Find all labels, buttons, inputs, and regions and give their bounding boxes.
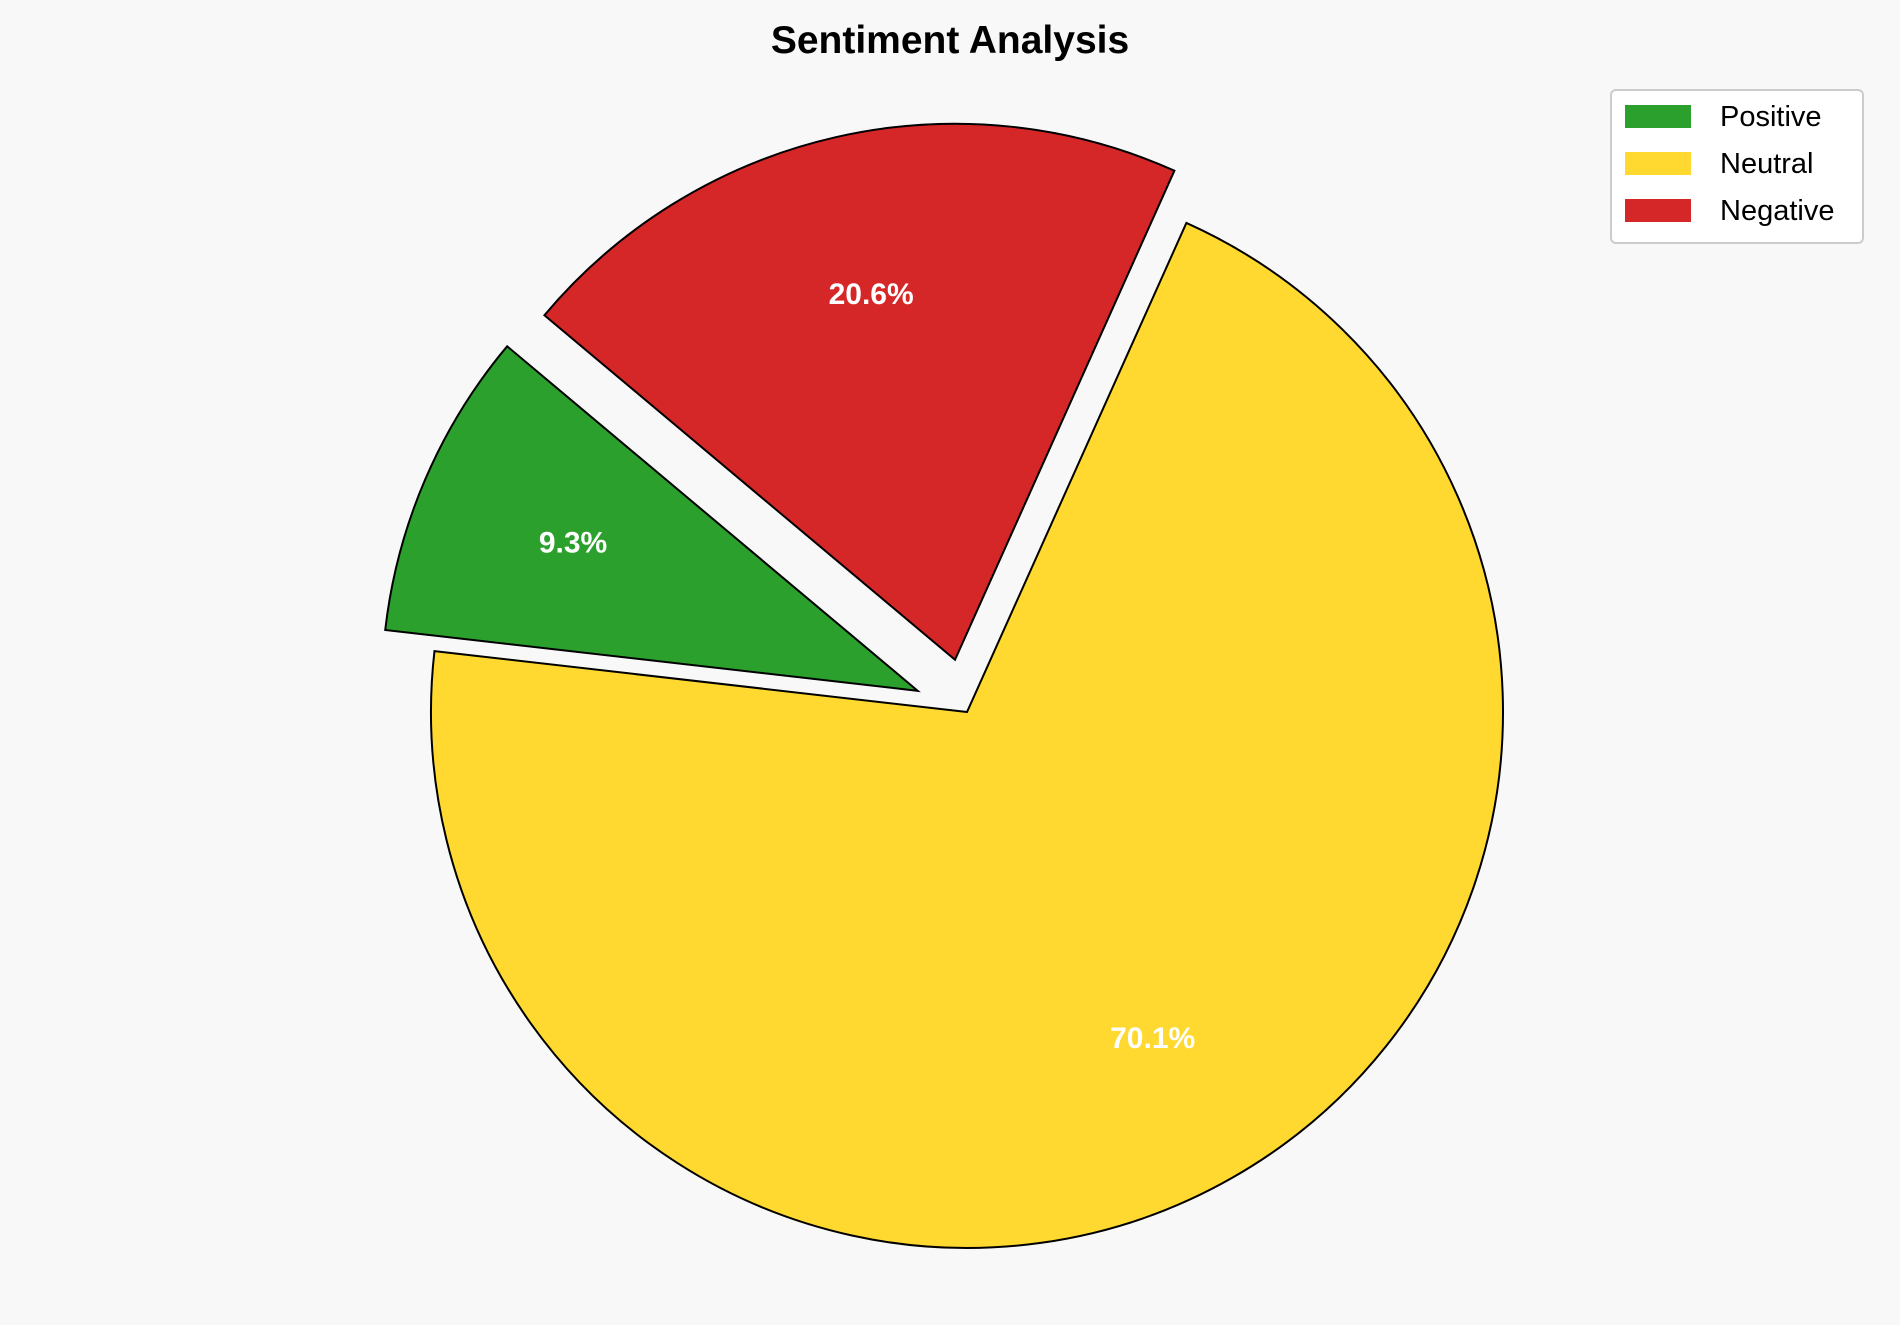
legend-swatch-positive (1625, 105, 1691, 128)
pie-slice-positive (384, 344, 921, 693)
legend-swatch-neutral (1625, 152, 1691, 175)
chart-title: Sentiment Analysis (771, 19, 1129, 62)
legend-label-negative: Negative (1720, 195, 1834, 227)
legend-label-neutral: Neutral (1720, 148, 1814, 180)
slice-label-positive: 9.3% (539, 527, 607, 560)
pie-slice-negative (543, 122, 1176, 662)
legend: Positive Neutral Negative (1610, 89, 1864, 244)
legend-swatch-negative (1625, 199, 1691, 222)
pie-slice-neutral (430, 221, 1504, 1249)
slice-label-neutral: 70.1% (1110, 1022, 1195, 1055)
legend-label-positive: Positive (1720, 101, 1822, 133)
slice-label-negative: 20.6% (829, 278, 914, 311)
